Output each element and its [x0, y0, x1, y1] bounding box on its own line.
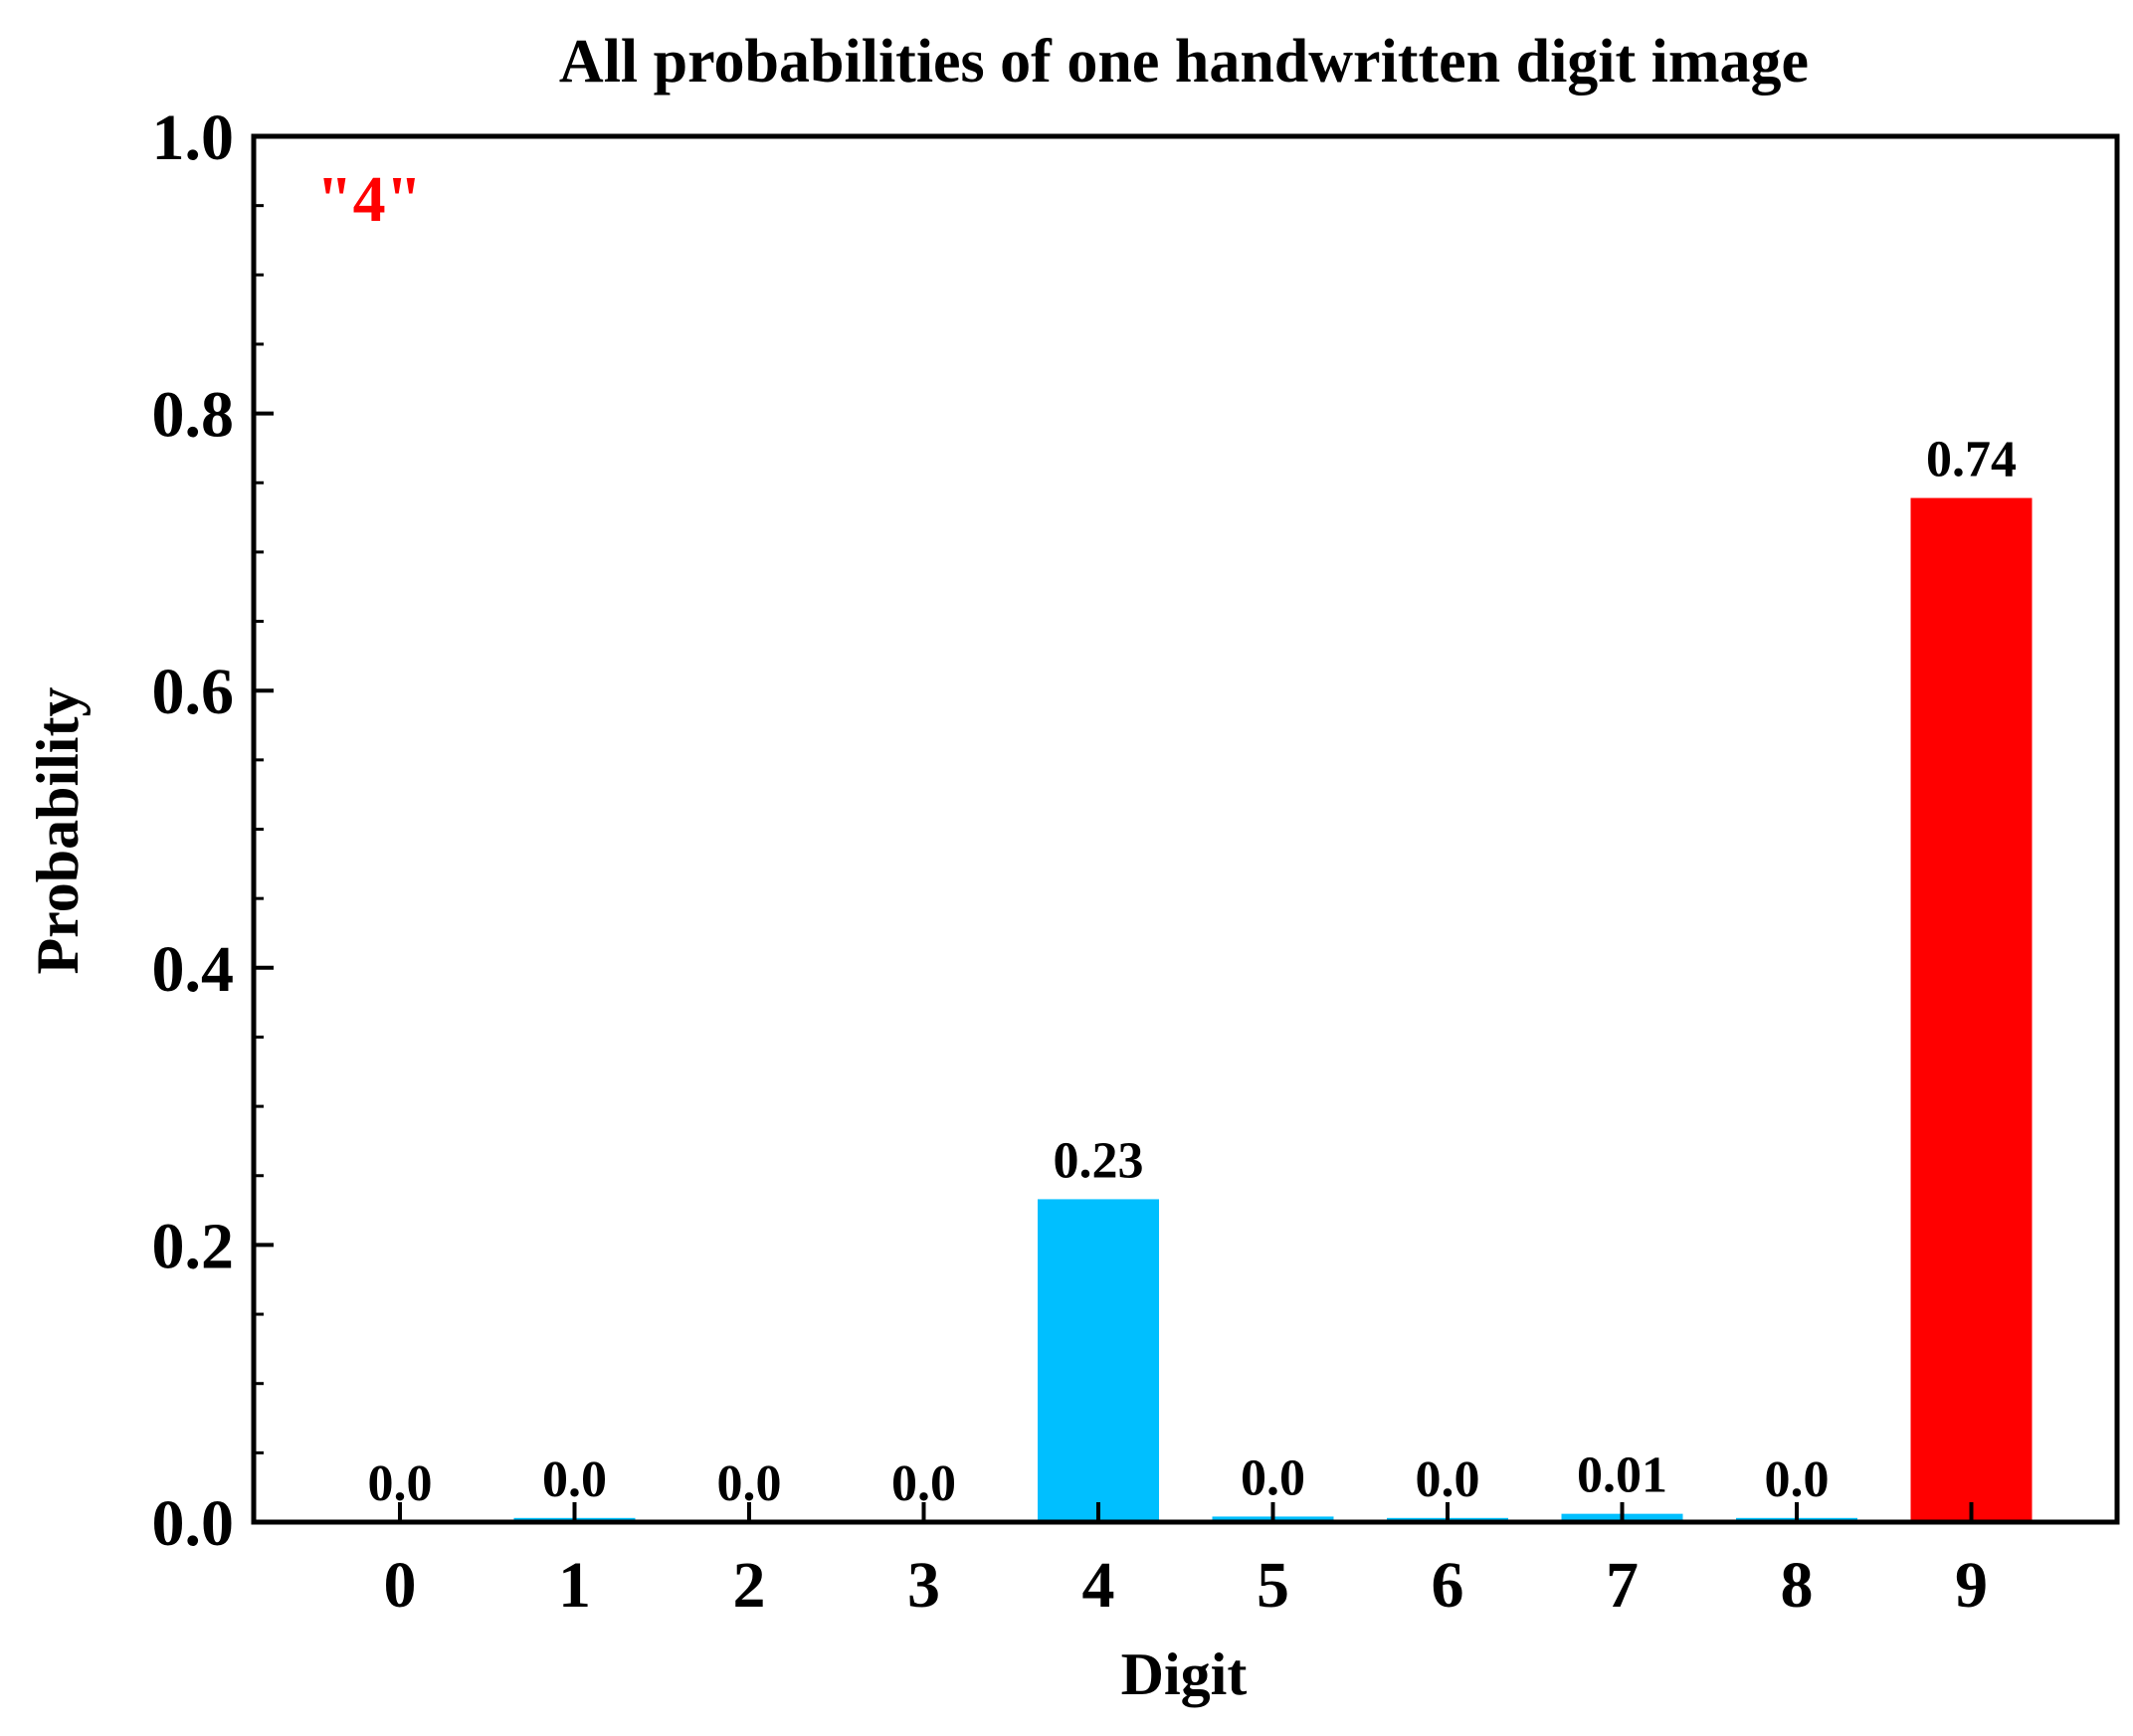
x-tick-label-0: 0 [384, 1549, 417, 1622]
predicted-label-annotation: "4" [316, 163, 422, 236]
bar-value-label-5: 0.0 [1241, 1449, 1305, 1506]
bar-value-label-7: 0.01 [1577, 1447, 1667, 1504]
x-tick-label-5: 5 [1257, 1549, 1289, 1622]
y-tick-label-0.0: 0.0 [152, 1487, 235, 1560]
bar-value-label-6: 0.0 [1416, 1451, 1480, 1508]
bar-value-label-1: 0.0 [542, 1451, 607, 1508]
y-axis-label: Probability [25, 687, 91, 975]
x-tick-label-9: 9 [1955, 1549, 1988, 1622]
y-tick-label-0.2: 0.2 [152, 1210, 235, 1282]
bars-group [513, 497, 2033, 1522]
plot-frame [251, 133, 2120, 1525]
bar-value-label-4: 0.23 [1054, 1132, 1144, 1189]
x-tick-label-7: 7 [1606, 1549, 1639, 1622]
y-tick-label-0.4: 0.4 [152, 933, 235, 1006]
chart-title: All probabilities of one handwritten dig… [559, 28, 1809, 96]
x-tick-label-2: 2 [733, 1549, 766, 1622]
x-axis-ticks: 0 1 2 3 4 5 6 7 8 9 [384, 1502, 1988, 1622]
x-axis-label: Digit [1121, 1641, 1248, 1707]
y-tick-label-0.8: 0.8 [152, 379, 235, 452]
x-tick-label-3: 3 [907, 1549, 940, 1622]
x-tick-label-6: 6 [1432, 1549, 1464, 1622]
bar-digit-4 [1038, 1199, 1159, 1522]
bar-digit-9 [1910, 497, 2033, 1522]
y-axis-ticks: 0.0 0.2 0.4 0.6 0.8 1.0 [152, 101, 274, 1560]
bar-value-label-8: 0.0 [1765, 1451, 1830, 1508]
bar-value-label-9: 0.74 [1926, 432, 2017, 488]
y-tick-label-0.6: 0.6 [152, 656, 235, 728]
x-tick-label-8: 8 [1781, 1549, 1814, 1622]
x-tick-label-1: 1 [558, 1549, 591, 1622]
y-tick-label-1.0: 1.0 [152, 101, 235, 174]
bar-labels-group: 0.0 0.0 0.0 0.00.230.0 0.0 0.01 0.00.74 [368, 432, 2018, 1512]
x-tick-label-4: 4 [1082, 1549, 1115, 1622]
